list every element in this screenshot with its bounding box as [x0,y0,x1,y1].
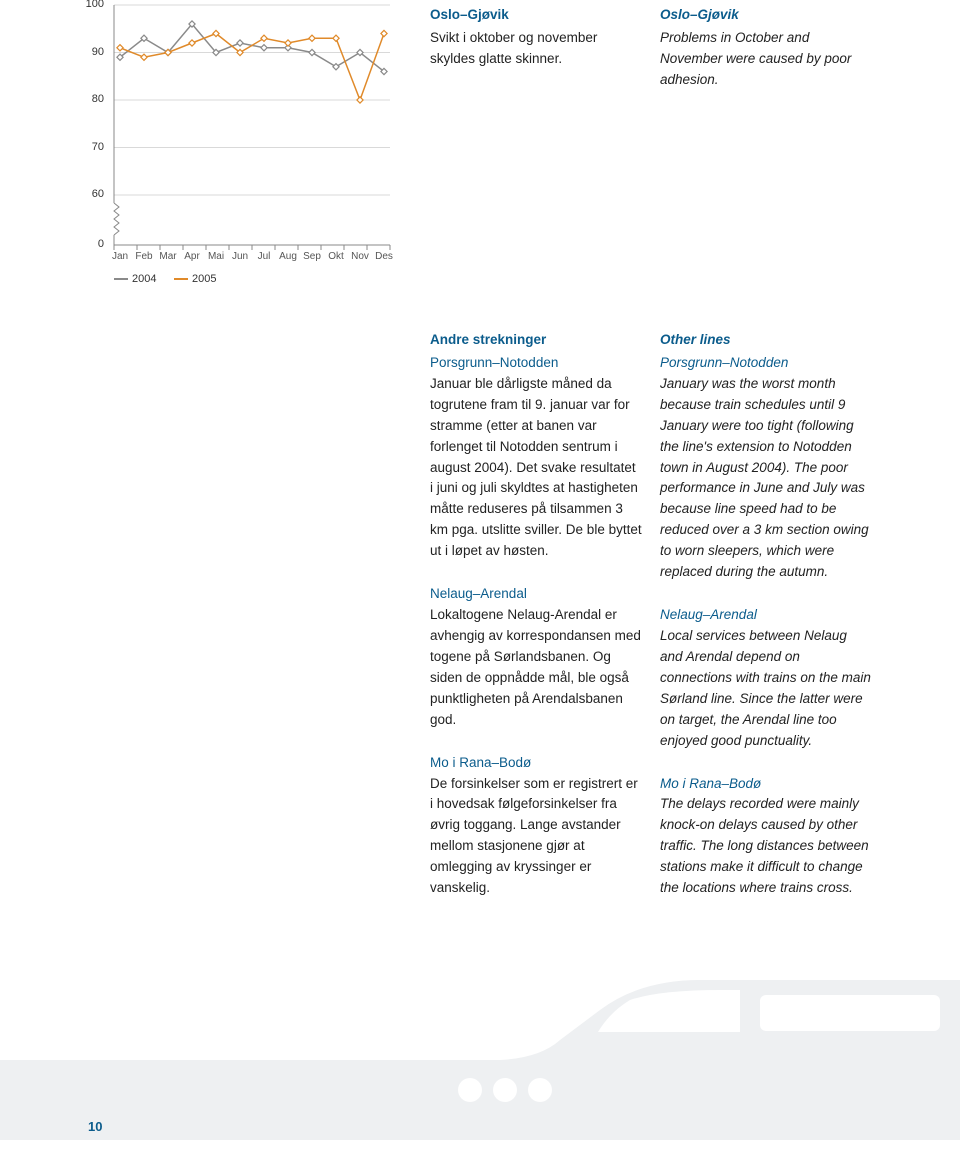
block-body: January was the worst month because trai… [660,374,872,583]
x-tick-label: Aug [278,251,298,262]
page-number: 10 [88,1119,102,1134]
block-subheading: Nelaug–Arendal [430,584,642,605]
block-body: Januar ble dårligste måned da togrutene … [430,374,642,562]
block-subheading: Mo i Rana–Bodø [660,774,872,795]
text-block: Mo i Rana–BodøDe forsinkelser som er reg… [430,753,642,899]
text-block: Porsgrunn–NotoddenJanuary was the worst … [660,353,872,583]
legend-item: 2005 [174,273,216,285]
legend-label: 2004 [132,273,156,285]
block-body: The delays recorded were mainly knock-on… [660,794,872,899]
y-tick-label: 100 [80,0,104,10]
block-body: Lokaltogene Nelaug-Arendal er avhengig a… [430,605,642,731]
block-body: De forsinkelser som er registrert er i h… [430,774,642,900]
legend-swatch [174,278,188,280]
legend-swatch [114,278,128,280]
header-right-title: Oslo–Gjøvik [660,5,872,26]
y-tick-label: 70 [80,141,104,153]
legend-label: 2005 [192,273,216,285]
right-heading: Other lines [660,330,872,351]
text-block: Nelaug–ArendalLokaltogene Nelaug-Arendal… [430,584,642,730]
header-left-title: Oslo–Gjøvik [430,5,642,26]
block-subheading: Porsgrunn–Notodden [430,353,642,374]
y-tick-label: 60 [80,188,104,200]
x-tick-label: Mar [158,251,178,262]
left-col: Andre strekninger Porsgrunn–NotoddenJanu… [430,330,660,921]
text-block: Nelaug–ArendalLocal services between Nel… [660,605,872,751]
text-block: Mo i Rana–BodøThe delays recorded were m… [660,774,872,900]
right-col: Other lines Porsgrunn–NotoddenJanuary wa… [660,330,890,921]
train-silhouette [0,940,960,1140]
y-tick-label: 0 [80,238,104,250]
line-chart: 100 90 80 70 60 0 Jan Feb Mar Apr Mai Jun Jul Aug Sep… [80,0,400,300]
header-columns: Oslo–Gjøvik Svikt i oktober og november … [430,5,900,91]
header-left-col: Oslo–Gjøvik Svikt i oktober og november … [430,5,660,91]
x-tick-label: Jul [254,251,274,262]
y-tick-label: 80 [80,93,104,105]
x-tick-label: Apr [182,251,202,262]
block-subheading: Mo i Rana–Bodø [430,753,642,774]
left-heading: Andre strekninger [430,330,642,351]
x-tick-label: Feb [134,251,154,262]
x-tick-label: Jan [110,251,130,262]
header-left-body: Svikt i oktober og november skyldes glat… [430,28,642,70]
text-block: Porsgrunn–NotoddenJanuar ble dårligste m… [430,353,642,562]
x-tick-label: Jun [230,251,250,262]
block-subheading: Nelaug–Arendal [660,605,872,626]
x-tick-label: Nov [350,251,370,262]
header-right-col: Oslo–Gjøvik Problems in October and Nove… [660,5,890,91]
header-right-body: Problems in October and November were ca… [660,28,872,91]
x-tick-label: Des [374,251,394,262]
legend-item: 2004 [114,273,156,285]
x-tick-label: Okt [326,251,346,262]
block-subheading: Porsgrunn–Notodden [660,353,872,374]
x-tick-label: Mai [206,251,226,262]
y-tick-label: 90 [80,46,104,58]
x-tick-label: Sep [302,251,322,262]
block-body: Local services between Nelaug and Arenda… [660,626,872,752]
main-columns: Andre strekninger Porsgrunn–NotoddenJanu… [430,330,910,921]
